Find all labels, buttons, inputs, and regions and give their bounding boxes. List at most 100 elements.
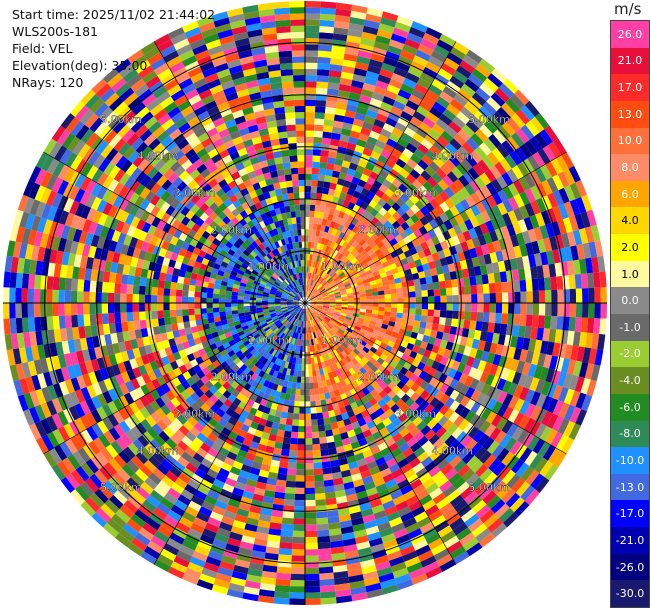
velocity-cell — [316, 343, 321, 351]
velocity-cell — [323, 125, 333, 133]
velocity-cell — [306, 291, 310, 298]
velocity-cell — [231, 171, 241, 181]
velocity-cell — [214, 197, 224, 207]
velocity-cell — [158, 348, 167, 359]
velocity-cell — [368, 199, 378, 209]
velocity-cell — [305, 370, 309, 377]
velocity-cell — [165, 400, 176, 412]
velocity-cell — [344, 193, 353, 202]
velocity-cell — [295, 210, 301, 218]
velocity-cell — [317, 542, 331, 550]
velocity-cell — [204, 380, 214, 390]
velocity-cell — [169, 309, 177, 318]
velocity-cell — [254, 238, 262, 246]
velocity-cell — [359, 339, 367, 347]
velocity-cell — [341, 357, 349, 365]
velocity-cell — [139, 276, 147, 287]
velocity-cell — [266, 158, 276, 167]
velocity-cell — [414, 314, 422, 322]
velocity-cell — [257, 475, 268, 484]
velocity-cell — [473, 329, 482, 341]
velocity-cell — [399, 168, 410, 179]
velocity-cell — [365, 292, 373, 297]
velocity-cell — [313, 311, 318, 317]
velocity-cell — [314, 267, 319, 275]
velocity-cell — [290, 388, 296, 395]
velocity-cell — [89, 280, 97, 293]
velocity-cell — [436, 233, 446, 243]
velocity-cell — [273, 318, 280, 324]
velocity-cell — [184, 361, 193, 371]
velocity-cell — [349, 130, 361, 139]
velocity-cell — [284, 279, 290, 285]
velocity-cell — [280, 360, 286, 368]
velocity-cell — [305, 74, 317, 82]
velocity-cell — [321, 264, 327, 272]
velocity-cell — [265, 317, 273, 323]
velocity-cell — [244, 164, 255, 174]
velocity-cell — [341, 324, 348, 330]
velocity-cell — [449, 205, 460, 217]
velocity-cell — [291, 561, 305, 568]
velocity-cell — [204, 422, 215, 433]
velocity-cell — [439, 339, 448, 349]
velocity-cell — [349, 415, 358, 424]
velocity-cell — [188, 290, 195, 298]
velocity-cell — [291, 281, 296, 288]
velocity-cell — [378, 412, 389, 422]
velocity-cell — [452, 286, 459, 296]
velocity-cell — [285, 286, 292, 292]
velocity-cell — [327, 311, 334, 316]
velocity-cell — [195, 342, 204, 351]
velocity-cell — [273, 272, 279, 279]
velocity-cell — [443, 219, 454, 231]
velocity-cell — [289, 356, 294, 364]
velocity-cell — [369, 280, 377, 286]
velocity-cell — [545, 303, 552, 316]
velocity-cell — [58, 315, 66, 329]
velocity-cell — [488, 312, 496, 323]
velocity-cell — [330, 248, 336, 256]
velocity-cell — [376, 318, 384, 324]
velocity-cell — [291, 50, 305, 57]
velocity-cell — [336, 420, 345, 428]
velocity-cell — [495, 292, 503, 303]
velocity-cell — [175, 303, 182, 310]
velocity-cell — [254, 396, 263, 405]
velocity-cell — [359, 311, 366, 316]
velocity-cell — [298, 272, 302, 280]
velocity-cell — [232, 460, 244, 470]
velocity-cell — [185, 189, 197, 200]
velocity-cell — [401, 212, 411, 222]
velocity-cell — [220, 338, 229, 345]
velocity-cell — [238, 285, 246, 291]
velocity-cell — [146, 243, 156, 254]
velocity-cell — [369, 425, 379, 435]
velocity-cell — [427, 289, 435, 297]
velocity-cell — [413, 189, 425, 200]
velocity-cell — [288, 456, 297, 463]
velocity-cell — [210, 368, 219, 377]
velocity-cell — [140, 241, 150, 252]
velocity-cell — [221, 276, 229, 283]
velocity-cell — [329, 305, 336, 308]
velocity-cell — [317, 330, 322, 337]
velocity-cell — [333, 209, 341, 217]
velocity-cell — [312, 280, 317, 287]
velocity-cell — [372, 145, 384, 155]
velocity-cell — [213, 215, 223, 225]
velocity-cell — [419, 216, 429, 226]
velocity-cell — [428, 296, 435, 303]
velocity-cell — [437, 346, 446, 356]
velocity-cell — [279, 316, 286, 322]
velocity-cell — [390, 192, 400, 203]
velocity-cell — [312, 288, 318, 294]
velocity-cell — [270, 195, 278, 204]
velocity-cell — [310, 305, 317, 308]
velocity-cell — [332, 477, 344, 486]
velocity-cell — [292, 301, 300, 303]
velocity-cell — [115, 273, 123, 284]
velocity-cell — [368, 276, 376, 283]
velocity-cell — [290, 291, 296, 296]
velocity-cell — [293, 305, 300, 308]
